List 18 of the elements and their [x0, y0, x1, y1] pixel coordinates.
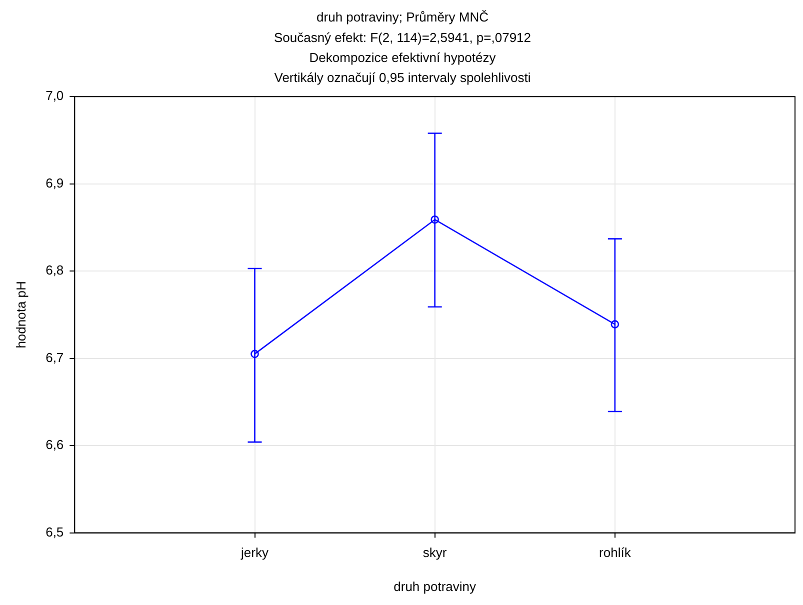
point	[250, 350, 259, 358]
chart-title: druh potraviny; Průměry MNČ	[316, 10, 488, 25]
y-tick-label: 6,9	[46, 175, 64, 190]
y-tick-label: 6,5	[46, 524, 64, 540]
y-tick-label: 6,6	[46, 437, 64, 452]
y-tick-label: 6,8	[46, 262, 64, 278]
y-axis-title: hodnota pH	[13, 281, 28, 348]
x-tick-label: rohlík	[599, 545, 632, 560]
x-tick-label: jerky	[240, 545, 269, 560]
point	[430, 215, 439, 224]
y-tick-label: 7,0	[46, 88, 64, 104]
x-tick-label: skyr	[422, 545, 448, 560]
y-tick-label: 6,7	[46, 350, 64, 365]
point	[610, 320, 620, 328]
text: Dekompozice efektivní hypotézy	[309, 50, 496, 65]
chart-subtitle: Současný efekt: F(2, 114)=2,5941, p=,07912	[274, 30, 532, 45]
x-axis-title: druh potraviny	[394, 578, 477, 594]
text: Vertikály označují 0,95 intervaly spolehlivosti	[274, 70, 531, 86]
